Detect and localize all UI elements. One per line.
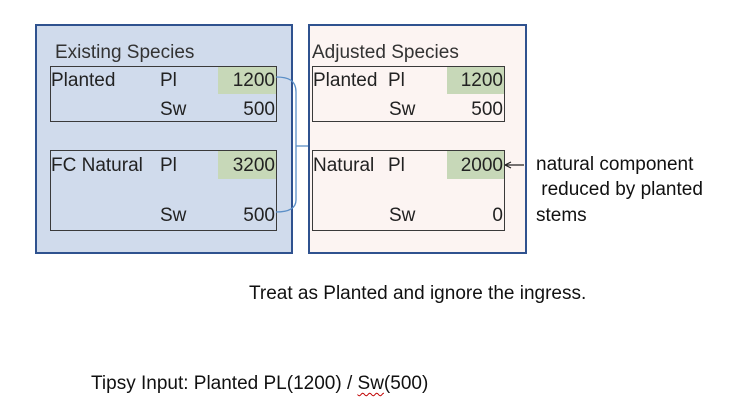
adjusted-natural-pl-label: Pl: [388, 155, 405, 176]
existing-natural-sw-value: 500: [243, 205, 275, 226]
adjusted-planted-pl-value: 1200: [460, 70, 503, 91]
adjusted-species-panel: Adjusted Species Planted Pl 1200 Sw 500 …: [308, 24, 527, 254]
tipsy-input-suffix: (500): [383, 373, 429, 394]
existing-planted-sw-label: Sw: [160, 99, 187, 120]
existing-species-title: Existing Species: [55, 42, 195, 63]
existing-natural-pl-value: 3200: [232, 155, 275, 176]
adjusted-planted-box: Planted Pl 1200 Sw 500: [312, 66, 505, 122]
treat-note: Treat as Planted and ignore the ingress.: [249, 283, 587, 304]
tipsy-input-prefix: Tipsy Input: Planted PL(1200) /: [91, 373, 358, 394]
adjusted-natural-pl-value: 2000: [460, 155, 503, 176]
existing-natural-box: FC Natural Pl 3200 Sw 500: [50, 150, 277, 231]
adjusted-natural-sw-value: 0: [492, 205, 503, 226]
existing-natural-pl-label: Pl: [160, 155, 177, 176]
adjusted-natural-sw-label: Sw: [389, 205, 416, 226]
existing-species-panel: Existing Species Planted Pl 1200 Sw 500 …: [35, 24, 293, 254]
existing-planted-pl-value: 1200: [232, 70, 275, 91]
annotation-line-1: natural component: [536, 154, 694, 175]
existing-planted-sw-value: 500: [243, 99, 275, 120]
annotation-line-2: reduced by planted: [536, 179, 703, 200]
adjusted-natural-pl-highlight: [447, 151, 504, 179]
adjusted-planted-pl-label: Pl: [388, 70, 405, 91]
existing-planted-label: Planted: [51, 70, 116, 91]
adjusted-planted-sw-label: Sw: [389, 99, 416, 120]
annotation-line-3: stems: [536, 205, 587, 226]
existing-planted-pl-highlight: [218, 67, 276, 94]
existing-natural-label: FC Natural: [51, 155, 143, 176]
adjusted-species-title: Adjusted Species: [312, 42, 459, 63]
adjusted-planted-sw-value: 500: [471, 99, 503, 120]
existing-planted-pl-label: Pl: [160, 70, 177, 91]
tipsy-input-sw: Sw: [357, 373, 384, 394]
tipsy-input-line: Tipsy Input: Planted PL(1200) / Sw(500): [91, 373, 428, 395]
existing-planted-box: Planted Pl 1200 Sw 500: [50, 66, 277, 122]
existing-natural-pl-highlight: [218, 151, 276, 179]
adjusted-natural-label: Natural: [313, 155, 375, 176]
existing-natural-sw-label: Sw: [160, 205, 187, 226]
adjusted-natural-box: Natural Pl 2000 Sw 0: [312, 150, 505, 231]
adjusted-planted-label: Planted: [313, 70, 378, 91]
adjusted-planted-pl-highlight: [447, 67, 504, 94]
